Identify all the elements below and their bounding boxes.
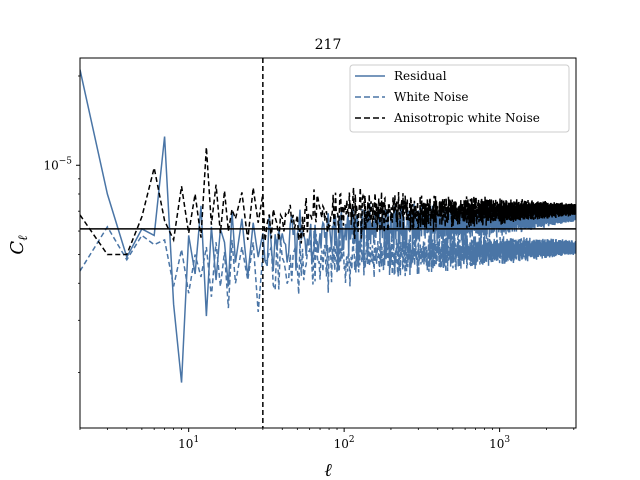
- axes: 101 102 103 10−5: [43, 57, 577, 451]
- chart-title: 217: [315, 37, 342, 53]
- y-axis-label: Cℓ: [7, 235, 31, 255]
- series-line-anisotropic-white-noise: [80, 147, 576, 256]
- legend: Residual White Noise Anisotropic white N…: [349, 64, 570, 133]
- legend-label-anisotropic: Anisotropic white Noise: [393, 111, 540, 125]
- legend-label-residual: Residual: [394, 69, 447, 83]
- plot-area: [80, 58, 576, 428]
- y-axis-label-subscript: ℓ: [16, 235, 31, 241]
- series-line-white-noise: [80, 225, 576, 313]
- y-tick-label: 10−5: [43, 156, 72, 172]
- x-axis-label: ℓ: [324, 460, 332, 480]
- x-tick-label: 102: [334, 435, 355, 451]
- legend-label-white-noise: White Noise: [394, 90, 468, 104]
- legend-frame: [349, 64, 570, 133]
- x-tick-label: 103: [489, 435, 510, 451]
- svg-text:Cℓ: Cℓ: [7, 235, 31, 255]
- x-tick-label: 101: [178, 435, 199, 451]
- plot-frame: [79, 57, 577, 429]
- y-axis-label-main: C: [7, 241, 28, 255]
